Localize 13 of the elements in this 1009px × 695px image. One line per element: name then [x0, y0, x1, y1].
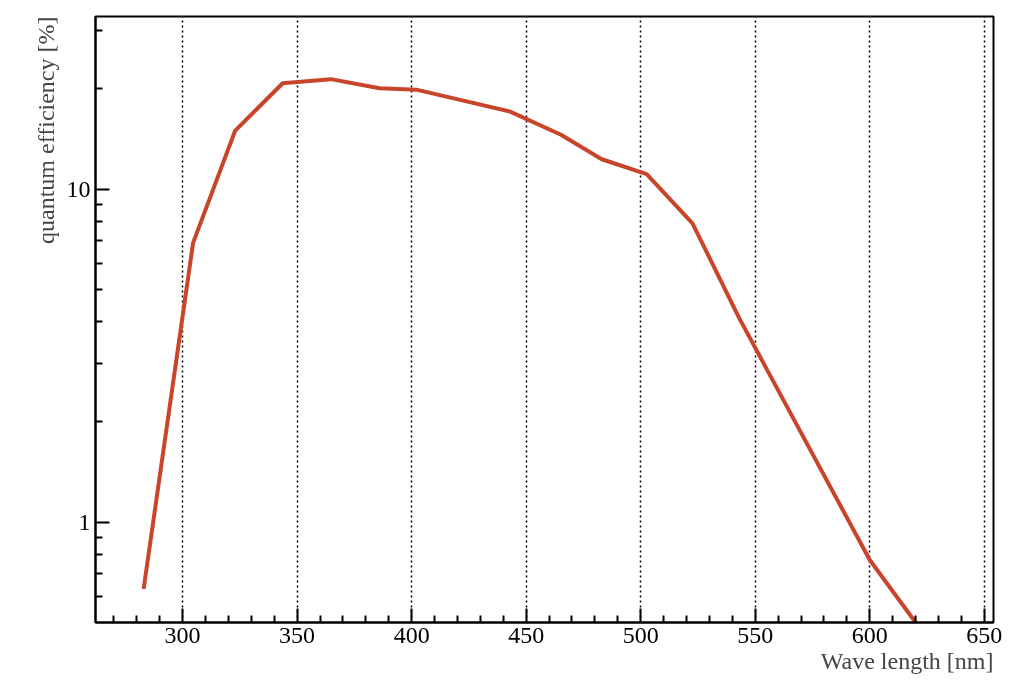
x-tick-label: 550: [737, 621, 774, 648]
x-tick-label: 300: [164, 621, 201, 648]
line-series: [141, 77, 918, 623]
y-axis-title: quantum efficiency [%]: [32, 16, 59, 244]
x-tick-label: 450: [508, 621, 545, 648]
x-tick-label: 350: [279, 621, 316, 648]
x-tick-label: 600: [851, 621, 888, 648]
y-tick-label: 1: [78, 508, 91, 535]
x-tick-label: 650: [966, 621, 1003, 648]
y-tick-label: 10: [66, 175, 91, 202]
x-tick-label: 400: [393, 621, 430, 648]
x-axis-title: Wave length [nm]: [820, 647, 994, 674]
x-tick-label: 500: [622, 621, 659, 648]
